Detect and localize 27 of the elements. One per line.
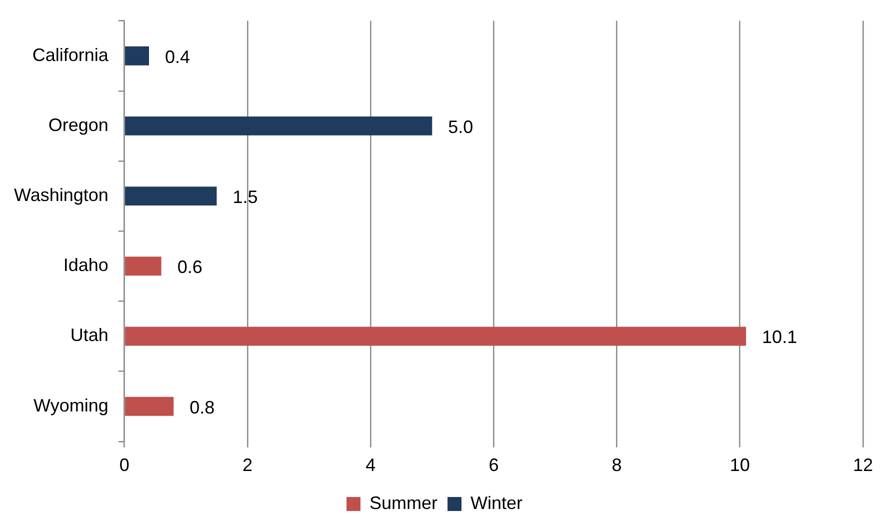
bar (125, 396, 174, 416)
bar (125, 116, 432, 136)
y-tick-label: Oregon (48, 114, 108, 135)
legend-label: Winter (470, 492, 523, 513)
bar (125, 326, 746, 346)
bar (125, 46, 150, 66)
x-tick-label: 6 (488, 455, 499, 476)
y-tick-label: Washington (14, 185, 108, 206)
x-tick-label: 0 (119, 455, 130, 476)
x-tick-label: 12 (852, 455, 874, 476)
legend-label: Summer (369, 492, 438, 513)
bar (125, 186, 217, 206)
x-tick-label: 10 (730, 455, 750, 476)
y-tick-label: Idaho (63, 255, 108, 276)
data-label: 0.6 (177, 257, 202, 278)
y-tick-label: Wyoming (34, 395, 108, 416)
data-label: 1.5 (232, 187, 258, 208)
x-tick-label: 8 (612, 455, 622, 476)
data-label: 0.4 (165, 46, 190, 67)
data-label: 10.1 (762, 327, 798, 348)
data-label: 5.0 (448, 116, 474, 137)
x-tick-label: 4 (366, 455, 376, 476)
y-tick-label: California (32, 44, 110, 65)
y-tick-label: Utah (70, 325, 108, 346)
bar (125, 256, 162, 276)
data-label: 0.8 (190, 397, 215, 418)
x-tick-label: 2 (242, 455, 252, 476)
